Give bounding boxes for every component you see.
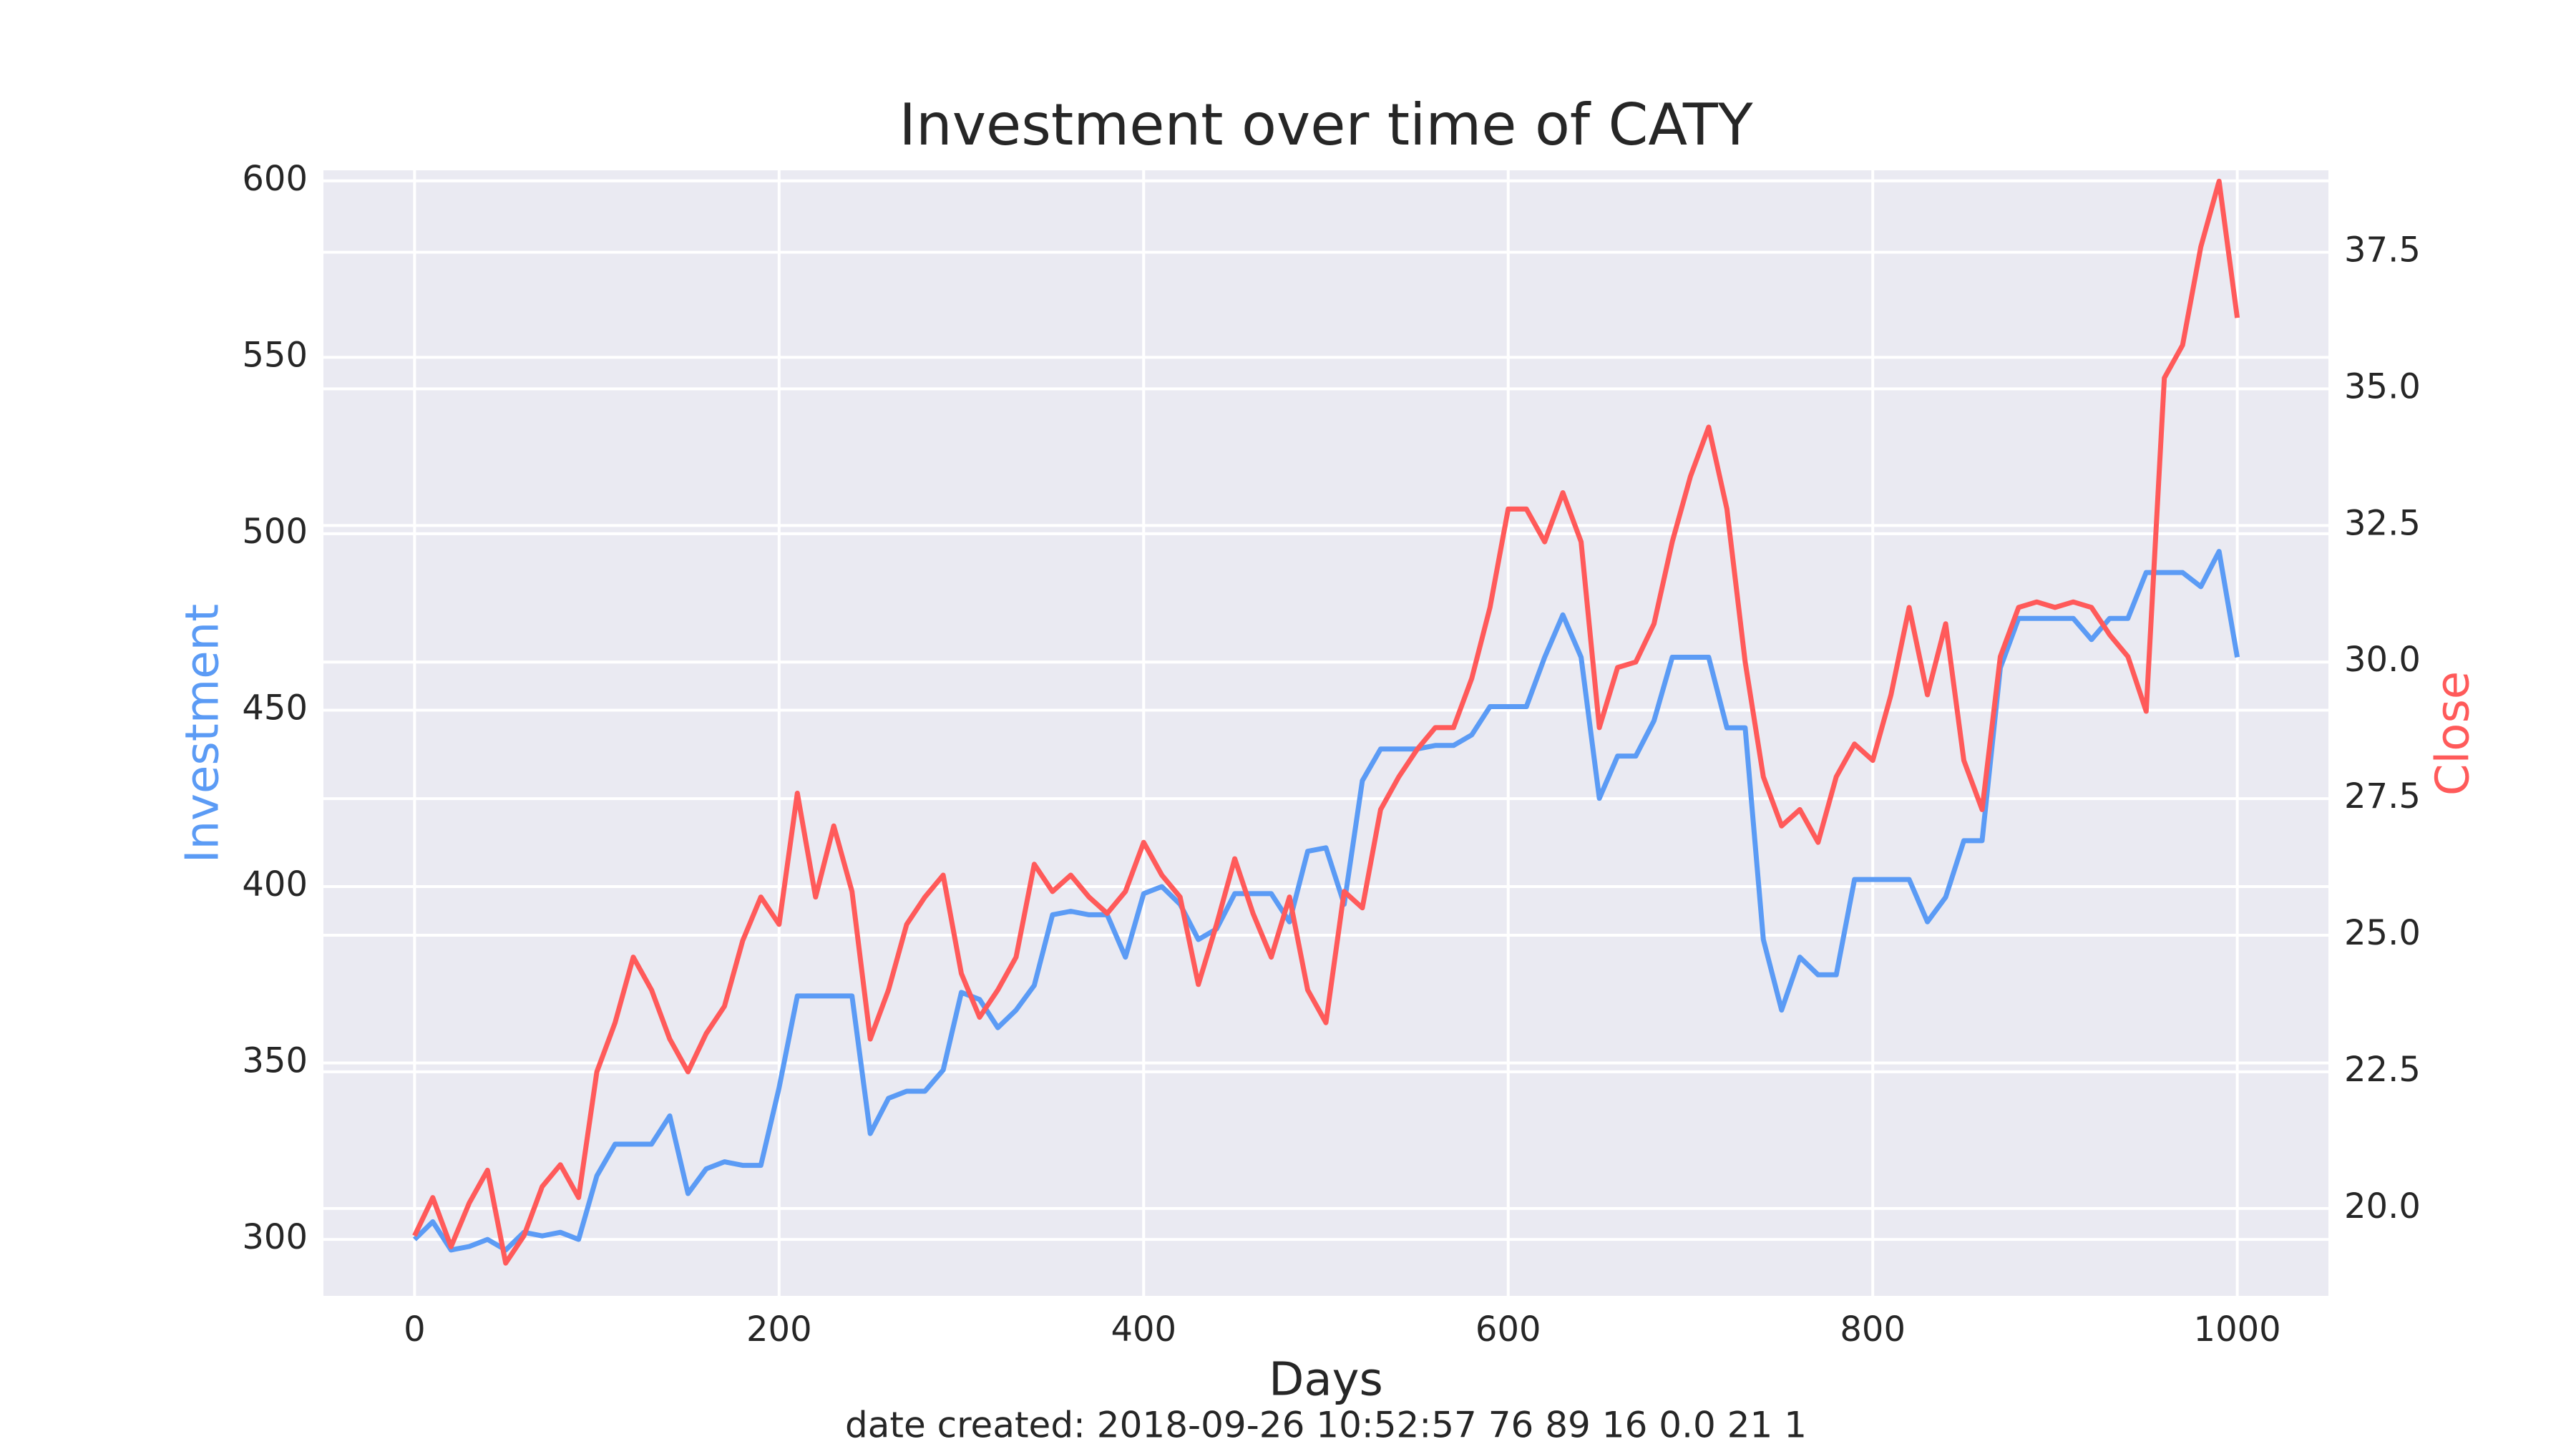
lines xyxy=(412,178,2240,1266)
y-tick-label: 600 xyxy=(242,159,308,199)
x-tick-label: 1000 xyxy=(2194,1309,2281,1350)
y-tick-label: 400 xyxy=(242,864,308,904)
y2-tick-label: 32.5 xyxy=(2344,503,2421,543)
grid xyxy=(323,170,2328,1296)
x-axis-label: Days xyxy=(1269,1354,1383,1407)
y-tick-label: 300 xyxy=(242,1217,308,1257)
y2-tick-label: 30.0 xyxy=(2344,640,2421,680)
series-line xyxy=(412,178,2240,1266)
x-tick-label: 0 xyxy=(404,1309,426,1350)
y2-tick-label: 37.5 xyxy=(2344,230,2421,270)
annotation: date created: 2018-09-26 10:52:57 76 89 … xyxy=(845,1405,1807,1446)
labels: 0 200 400 600 800 1000 300 350 400 450 500 550 600 20… xyxy=(242,159,2421,1350)
plot-area xyxy=(323,170,2328,1296)
x-tick-label: 200 xyxy=(746,1309,812,1350)
y-tick-label: 350 xyxy=(242,1041,308,1081)
chart-title: Investment over time of CATY xyxy=(899,92,1753,158)
y-tick-label: 500 xyxy=(242,512,308,552)
y2-tick-label: 35.0 xyxy=(2344,366,2421,406)
y2-axis-label: Close xyxy=(2427,671,2480,796)
x-tick-label: 600 xyxy=(1475,1309,1541,1350)
series-line xyxy=(412,549,2240,1253)
y2-tick-label: 20.0 xyxy=(2344,1186,2421,1226)
y2-tick-label: 27.5 xyxy=(2344,776,2421,816)
y-tick-label: 450 xyxy=(242,688,308,728)
y-axis-label: Investment xyxy=(177,604,230,864)
x-tick-label: 400 xyxy=(1111,1309,1176,1350)
y-tick-label: 550 xyxy=(242,335,308,375)
x-tick-label: 800 xyxy=(1840,1309,1906,1350)
y2-tick-label: 25.0 xyxy=(2344,913,2421,953)
y2-tick-label: 22.5 xyxy=(2344,1050,2421,1090)
